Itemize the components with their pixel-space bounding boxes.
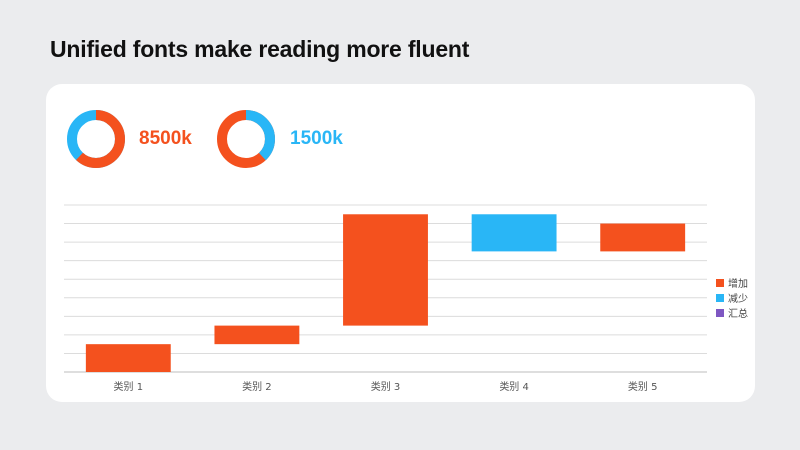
- donut-arc-2: [217, 110, 275, 168]
- kpi-donuts: [67, 110, 275, 168]
- legend-label: 减少: [728, 293, 748, 305]
- x-tick-label: 类别 2: [242, 380, 272, 393]
- legend-label: 汇总: [728, 307, 748, 320]
- legend-swatch: [716, 294, 724, 302]
- kpi-value-2: 1500k: [290, 128, 343, 149]
- bar-3: [343, 214, 428, 326]
- legend-swatch: [716, 279, 724, 287]
- legend-label: 增加: [728, 277, 748, 290]
- x-tick-label: 类别 4: [499, 380, 529, 393]
- kpi-value-1: 8500k: [139, 128, 192, 149]
- legend-swatch: [716, 309, 724, 317]
- x-tick-label: 类别 5: [628, 380, 658, 393]
- x-tick-label: 类别 1: [114, 380, 144, 393]
- page-title: Unified fonts make reading more fluent: [50, 36, 470, 62]
- chart-bars: [85, 214, 686, 372]
- x-axis-ticks: 类别 1 类别 2 类别 3 类别 4 类别 5: [114, 380, 658, 393]
- bar-2: [214, 325, 300, 345]
- bar-5: [600, 223, 686, 252]
- bar-1: [85, 344, 171, 372]
- x-tick-label: 类别 3: [371, 380, 401, 393]
- donut-arc-1: [67, 110, 125, 168]
- bar-4: [471, 214, 557, 252]
